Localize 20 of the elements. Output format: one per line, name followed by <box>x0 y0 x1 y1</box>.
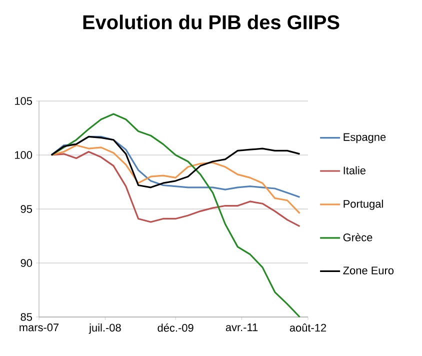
x-tick-label: mars-07 <box>20 324 59 332</box>
y-tick-label: 90 <box>20 259 32 267</box>
y-tick-label: 85 <box>20 313 32 321</box>
legend-label: Grèce <box>343 233 372 242</box>
x-tick-label: avr.-11 <box>226 324 258 332</box>
line-series <box>50 150 301 228</box>
legend-label: Espagne <box>344 133 386 144</box>
y-tick-label: 95 <box>20 205 32 213</box>
x-tick-label: août-12 <box>290 324 326 332</box>
line-series <box>50 144 301 214</box>
legend-label: Zone Euro <box>343 266 394 274</box>
legend-label: Portugal <box>344 200 383 210</box>
legend-label: Italie <box>344 166 366 174</box>
line-series <box>50 136 301 188</box>
x-tick-label: déc.-09 <box>158 324 194 332</box>
y-tick-label: 100 <box>15 151 32 159</box>
x-tick-label: juil.-08 <box>88 324 121 334</box>
chart-title: Evolution du PIB des GIIPS <box>83 14 340 30</box>
line-series <box>50 113 301 318</box>
y-tick-label: 105 <box>15 97 32 105</box>
